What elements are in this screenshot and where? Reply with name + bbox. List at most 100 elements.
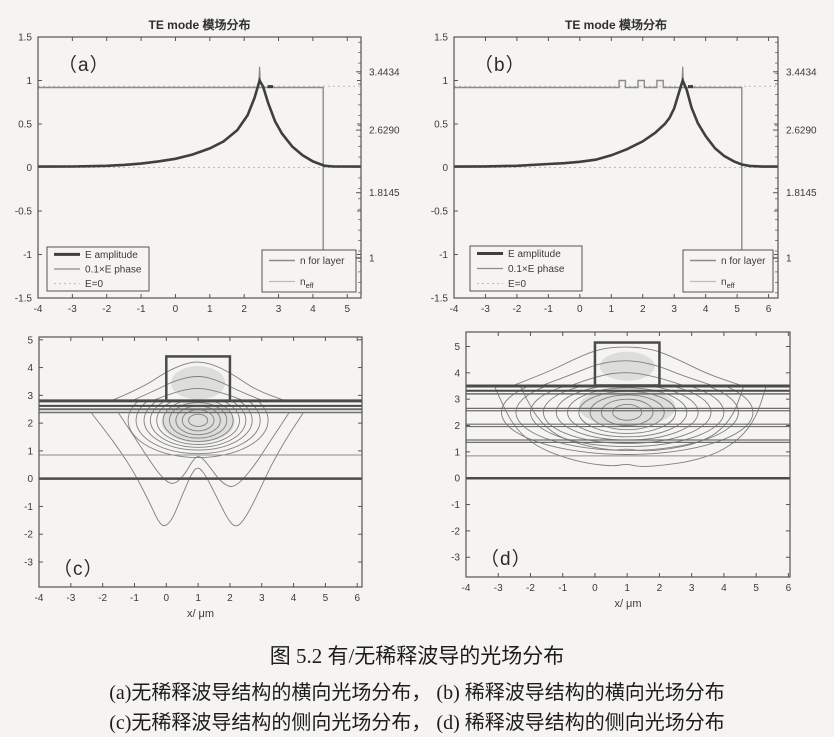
svg-text:3: 3 bbox=[454, 395, 460, 406]
svg-text:（d）: （d） bbox=[480, 548, 532, 570]
svg-text:4: 4 bbox=[454, 368, 460, 379]
svg-text:-1: -1 bbox=[544, 304, 553, 315]
svg-text:-1: -1 bbox=[23, 250, 32, 261]
legend-bl-b: E amplitude 0.1×E phase E=0 bbox=[469, 245, 583, 292]
svg-text:（c）: （c） bbox=[53, 558, 104, 580]
svg-text:-2: -2 bbox=[98, 593, 107, 604]
series-0-1xe-phase bbox=[258, 66, 261, 81]
axes-frame bbox=[38, 336, 363, 588]
svg-text:1: 1 bbox=[26, 76, 32, 87]
svg-text:-0.5: -0.5 bbox=[431, 207, 449, 218]
svg-text:-3: -3 bbox=[24, 558, 33, 569]
svg-text:-3: -3 bbox=[68, 304, 77, 315]
svg-text:5: 5 bbox=[323, 593, 329, 604]
svg-text:6: 6 bbox=[354, 593, 360, 604]
svg-text:-2: -2 bbox=[102, 304, 111, 315]
svg-text:0.5: 0.5 bbox=[18, 120, 32, 131]
svg-text:6: 6 bbox=[766, 304, 772, 315]
svg-text:1: 1 bbox=[369, 253, 375, 264]
legend-bl-a: E amplitude 0.1×E phase E=0 bbox=[46, 246, 150, 292]
svg-text:0: 0 bbox=[26, 163, 32, 174]
svg-text:2: 2 bbox=[657, 583, 663, 594]
svg-text:-2: -2 bbox=[526, 583, 535, 594]
svg-text:-4: -4 bbox=[34, 304, 43, 315]
svg-text:3: 3 bbox=[689, 583, 695, 594]
svg-text:-2: -2 bbox=[512, 304, 521, 315]
svg-text:0: 0 bbox=[27, 474, 33, 485]
svg-text:x/ μm: x/ μm bbox=[187, 608, 214, 620]
contour-ellipses bbox=[127, 401, 269, 458]
svg-text:4: 4 bbox=[721, 583, 727, 594]
contour-line bbox=[153, 388, 243, 401]
svg-text:-1: -1 bbox=[439, 250, 448, 261]
legend-item-label: neff bbox=[721, 277, 736, 290]
svg-text:-1.5: -1.5 bbox=[15, 294, 33, 305]
svg-text:2: 2 bbox=[454, 421, 460, 432]
svg-text:2: 2 bbox=[640, 304, 646, 315]
svg-text:4: 4 bbox=[27, 363, 33, 374]
svg-text:0: 0 bbox=[592, 583, 598, 594]
svg-text:3: 3 bbox=[259, 593, 265, 604]
contour-line bbox=[543, 360, 712, 386]
legend-item-label: neff bbox=[300, 277, 315, 290]
series-e-amplitude bbox=[453, 76, 778, 168]
mode-intensity-shade bbox=[171, 366, 226, 400]
legend-br-b: n for layer neff bbox=[682, 249, 774, 293]
legend-item-label: E amplitude bbox=[85, 250, 138, 261]
svg-text:1.5: 1.5 bbox=[18, 33, 32, 44]
contour-line bbox=[514, 346, 741, 386]
svg-text:0: 0 bbox=[442, 163, 448, 174]
svg-text:（a）: （a） bbox=[58, 54, 110, 76]
legend-item-label: 0.1×E phase bbox=[85, 265, 142, 276]
contour-line bbox=[91, 412, 304, 527]
figure-caption-line-cd: (c)无稀释波导结构的侧向光场分布， (d) 稀释波导结构的侧向光场分布 bbox=[109, 712, 725, 734]
svg-text:-2: -2 bbox=[24, 530, 33, 541]
svg-text:1: 1 bbox=[27, 446, 33, 457]
subplot-d: -4 -3 -2 -1 0 1 2 3 4 5 6 -3 -2 -1 0 1 2 3 4 5 x/ μm （d） bbox=[451, 331, 792, 610]
legend-item-label: 0.1×E phase bbox=[508, 264, 565, 275]
svg-text:-4: -4 bbox=[462, 583, 471, 594]
subplot-b: -4 -3 -2 -1 0 1 2 3 4 5 6 -1.5 -1 -0.5 0 0.5 1 1.5 TE mode… bbox=[431, 17, 817, 315]
svg-text:2.6290: 2.6290 bbox=[786, 126, 817, 137]
figure-caption-line-ab: (a)无稀释波导结构的横向光场分布， (b) 稀释波导结构的横向光场分布 bbox=[109, 682, 725, 704]
svg-text:1: 1 bbox=[786, 253, 792, 264]
svg-text:1: 1 bbox=[195, 593, 201, 604]
svg-text:5: 5 bbox=[454, 342, 460, 353]
subplot-c: -4 -3 -2 -1 0 1 2 3 4 5 6 -3 -2 -1 0 1 2 3 4 5 x/ μm （c） bbox=[24, 335, 363, 620]
contour-line bbox=[112, 361, 285, 401]
svg-text:2: 2 bbox=[241, 304, 247, 315]
svg-text:-1: -1 bbox=[130, 593, 139, 604]
svg-text:3.4434: 3.4434 bbox=[786, 67, 817, 78]
svg-text:0: 0 bbox=[577, 304, 583, 315]
svg-text:-1.5: -1.5 bbox=[431, 294, 449, 305]
svg-text:-1: -1 bbox=[137, 304, 146, 315]
svg-text:0: 0 bbox=[454, 474, 460, 485]
series-0-1xe-phase bbox=[681, 66, 684, 81]
legend-item-label: n for layer bbox=[300, 256, 345, 267]
svg-text:5: 5 bbox=[734, 304, 740, 315]
series-n-for-layer bbox=[454, 79, 778, 259]
axes-frame bbox=[465, 331, 791, 578]
svg-text:-3: -3 bbox=[494, 583, 503, 594]
svg-text:6: 6 bbox=[786, 583, 792, 594]
contour-ellipses bbox=[501, 387, 754, 455]
svg-text:-1: -1 bbox=[24, 502, 33, 513]
svg-text:2: 2 bbox=[27, 419, 33, 430]
mode-intensity-shade bbox=[599, 351, 655, 381]
svg-text:-1: -1 bbox=[558, 583, 567, 594]
legend-item-label: E amplitude bbox=[508, 249, 561, 260]
svg-text:-3: -3 bbox=[451, 553, 460, 564]
svg-text:1: 1 bbox=[609, 304, 615, 315]
svg-text:1: 1 bbox=[624, 583, 630, 594]
svg-text:1.8145: 1.8145 bbox=[369, 188, 400, 199]
svg-text:-2: -2 bbox=[451, 526, 460, 537]
svg-text:0: 0 bbox=[173, 304, 179, 315]
legend-item-label: E=0 bbox=[85, 279, 104, 290]
ridge-waveguide-outline bbox=[593, 341, 661, 387]
svg-text:-3: -3 bbox=[66, 593, 75, 604]
svg-text:1.5: 1.5 bbox=[434, 33, 448, 44]
svg-text:3.4434: 3.4434 bbox=[369, 67, 400, 78]
svg-text:4: 4 bbox=[703, 304, 709, 315]
svg-text:3: 3 bbox=[671, 304, 677, 315]
